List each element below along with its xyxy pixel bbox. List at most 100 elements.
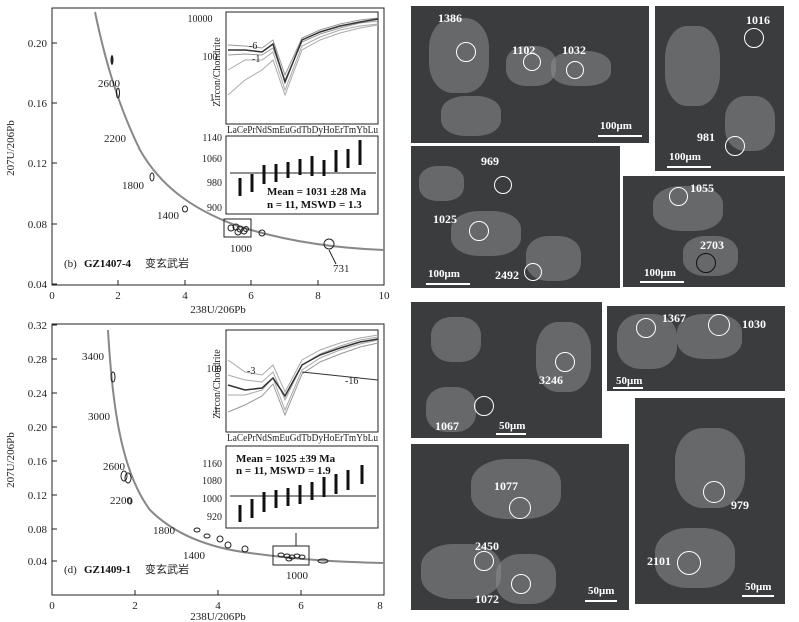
plot-b-arrow — [328, 249, 337, 265]
cl-scale-label: 50μm — [499, 420, 526, 432]
ree-b-ytick: 100 — [203, 52, 218, 63]
plot-b-age: 1400 — [157, 210, 180, 222]
plot-b-ytick: 0.04 — [28, 279, 48, 291]
plot-b-ellipse — [323, 238, 335, 250]
cl-age-label: 979 — [731, 498, 749, 512]
plot-d-ylabel: 207U/206Pb — [5, 432, 17, 488]
cl-image-1: 1386 1102 1032 100μm — [411, 6, 649, 143]
ree-b-label: -6 — [249, 41, 257, 52]
plot-d-xtick: 8 — [377, 600, 383, 612]
plot-b-xtick: 4 — [182, 290, 188, 302]
cl-scale-bar — [598, 135, 642, 137]
plot-d-ellipse — [216, 535, 224, 543]
cl-image-2: 1016 981 100μm — [655, 6, 784, 171]
cl-age-label: 1102 — [512, 43, 536, 57]
plot-b-xtick: 8 — [315, 290, 321, 302]
plot-d-ellipse — [110, 371, 116, 383]
cl-scale-label: 50μm — [745, 581, 772, 593]
ree-b-ytick: 10000 — [188, 14, 213, 25]
plot-d-xticks: 0 2 4 6 8 — [49, 590, 383, 612]
plot-d-rock: 变玄武岩 — [145, 562, 189, 576]
plot-b-ellipse — [110, 55, 114, 65]
cl-image-4: 1055 2703 100μm — [623, 176, 785, 287]
plot-d-ellipse — [241, 545, 249, 553]
plot-d-ellipse — [203, 533, 211, 539]
cl-age-label: 981 — [697, 130, 715, 144]
wm-b-ytick: 900 — [207, 203, 222, 214]
cl-age-label: 1016 — [746, 13, 770, 27]
plot-b-age: 1800 — [122, 180, 145, 192]
concordia-plot-b: 0.20 0.16 0.12 0.08 0.04 0 2 4 6 8 10 23… — [5, 7, 390, 316]
ree-b-ylabel: Zircon/Chondrite — [212, 37, 223, 107]
plot-d-xtick: 6 — [298, 600, 304, 612]
plot-b-xtick: 2 — [115, 290, 121, 302]
ree-d-label: -3 — [247, 366, 255, 377]
plot-b-concordia-curve — [94, 11, 385, 251]
cl-age-label: 1055 — [690, 181, 714, 195]
cl-age-label: 2492 — [495, 268, 519, 282]
plot-b-ree-inset: Zircon/Chondrite 10000 100 1 -6 -1 LaCeP… — [188, 11, 379, 136]
plot-b-ylabel: 207U/206Pb — [5, 120, 17, 176]
wm-d-ytick: 1160 — [202, 459, 222, 470]
cl-scale-bar — [742, 595, 774, 597]
cl-age-label: 969 — [481, 154, 499, 168]
cl-scale-bar — [496, 433, 526, 435]
cl-image-3: 969 1025 2492 100μm — [411, 146, 620, 288]
plot-d-panel-label: (d) — [64, 564, 77, 576]
cl-age-label: 1025 — [433, 212, 457, 226]
plot-b-xticks: 0 2 4 6 8 10 — [49, 280, 390, 302]
plot-b-zoom-box — [223, 218, 252, 238]
wm-b-ytick: 1140 — [202, 133, 222, 144]
plot-d-age: 3400 — [82, 351, 105, 363]
plot-d-ytick: 0.04 — [28, 556, 48, 568]
cl-age-label: 1030 — [742, 317, 766, 331]
plot-b-xlabel: 238U/206Pb — [190, 304, 246, 316]
plot-d-ellipse — [127, 497, 133, 505]
cl-scale-label: 100μm — [600, 120, 632, 132]
ree-d-ylabel: Zircon/Chondrite — [212, 349, 223, 419]
plot-d-ytick: 0.24 — [28, 388, 48, 400]
plot-d-ree-inset: Zircon/Chondrite 100 1 -3 -16 LaCePrNdSm… — [207, 329, 379, 444]
cl-image-5: 3246 1067 50μm — [411, 302, 602, 438]
plot-d-ytick: 0.12 — [28, 490, 47, 502]
ree-b-label: -1 — [252, 54, 260, 65]
wm-d-ytick: 920 — [207, 512, 222, 523]
plot-d-concordia-curve — [107, 329, 385, 564]
cl-image-7: 1077 2450 1072 50μm — [411, 444, 629, 610]
wm-d-stats: n = 11, MSWD = 1.9 — [236, 465, 331, 477]
ree-d-label: -16 — [345, 376, 358, 387]
plot-d-cluster — [272, 545, 310, 566]
cl-age-label: 3246 — [539, 373, 563, 387]
plot-b-xtick: 10 — [379, 290, 391, 302]
plot-b-panel-label: (b) — [64, 258, 77, 270]
plot-d-ytick: 0.32 — [28, 320, 47, 332]
plot-d-age: 3000 — [88, 411, 111, 423]
plot-d-ellipse — [120, 470, 128, 482]
cl-scale-bar — [426, 283, 470, 285]
concordia-plot-d: 0.32 0.28 0.24 0.20 0.16 0.12 0.08 0.04 … — [5, 320, 385, 622]
cl-age-label: 1386 — [438, 11, 462, 25]
wm-b-ytick: 980 — [207, 178, 222, 189]
plot-d-ytick: 0.20 — [28, 422, 48, 434]
plot-b-ellipse — [149, 172, 155, 182]
plot-d-age: 2600 — [103, 461, 126, 473]
plot-b-ellipse — [116, 87, 120, 99]
cl-age-label: 1032 — [562, 43, 586, 57]
plot-d-ellipse — [193, 527, 201, 533]
plot-b-rock: 变玄武岩 — [145, 256, 189, 270]
plot-b-wmean-inset: 1140 1060 980 900 Mean = 1031 ±28 Ma n =… — [202, 133, 379, 215]
wm-d-mean: Mean = 1025 ±39 Ma — [236, 453, 336, 465]
wm-d-ytick: 1000 — [202, 494, 222, 505]
plot-d-age: 1000 — [286, 570, 309, 582]
plot-b-cluster — [223, 218, 252, 238]
plot-d-ellipse — [317, 558, 329, 564]
ree-d-elements: LaCePrNdSmEuGdTbDyHoErTmYbLu — [227, 433, 378, 444]
cl-scale-label: 100μm — [428, 268, 460, 280]
plot-b-yticks: 0.20 0.16 0.12 0.08 0.04 — [28, 38, 57, 291]
plot-b-ytick: 0.12 — [28, 158, 47, 170]
plot-b-age: 2200 — [104, 133, 127, 145]
plot-d-wmean-inset: 1160 1080 1000 920 Mean = 1025 ±39 Ma n … — [202, 445, 379, 529]
cl-scale-bar — [585, 600, 617, 602]
plot-d-ellipse — [124, 472, 132, 484]
plot-b-frame — [51, 7, 385, 286]
